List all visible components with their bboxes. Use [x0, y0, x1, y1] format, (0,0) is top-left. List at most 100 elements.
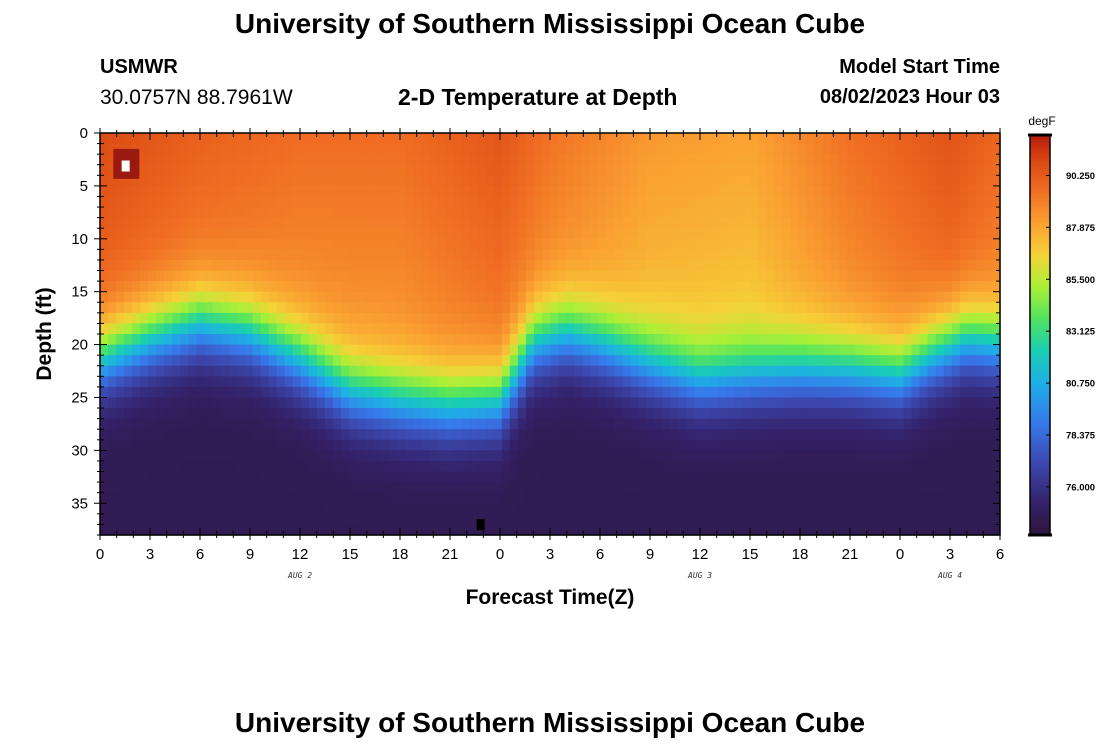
heatmap-cell	[517, 207, 527, 219]
heatmap-cell	[943, 408, 953, 420]
heatmap-cell	[766, 302, 776, 314]
heatmap-cell	[967, 281, 977, 293]
colorbar-segment	[1030, 143, 1050, 146]
heatmap-cell	[975, 492, 985, 504]
heatmap-cell	[823, 344, 832, 356]
heatmap-cell	[903, 418, 913, 430]
heatmap-cell	[381, 471, 390, 483]
heatmap-cell	[164, 471, 173, 483]
heatmap-cell	[413, 291, 423, 303]
heatmap-cell	[100, 439, 109, 451]
heatmap-cell	[686, 185, 696, 198]
heatmap-cell	[349, 207, 358, 219]
heatmap-cell	[678, 482, 688, 494]
heatmap-cell	[445, 439, 455, 451]
heatmap-cell	[260, 334, 270, 346]
heatmap-cell	[260, 386, 270, 399]
heatmap-cell	[389, 207, 398, 219]
heatmap-cell	[100, 365, 109, 377]
heatmap-cell	[260, 270, 270, 282]
heatmap-cell	[775, 524, 784, 536]
heatmap-cell	[630, 524, 639, 536]
heatmap-cell	[357, 492, 366, 504]
heatmap-cell	[485, 334, 495, 346]
heatmap-cell	[116, 482, 125, 494]
heatmap-cell	[485, 312, 495, 325]
heatmap-cell	[839, 143, 848, 155]
heatmap-cell	[373, 376, 382, 388]
heatmap-cell	[630, 259, 639, 272]
heatmap-cell	[525, 175, 535, 187]
heatmap-cell	[188, 238, 198, 250]
heatmap-cell	[598, 397, 607, 409]
heatmap-cell	[300, 334, 310, 346]
heatmap-cell	[533, 513, 543, 526]
heatmap-cell	[983, 513, 993, 526]
heatmap-cell	[766, 312, 776, 325]
heatmap-cell	[365, 450, 374, 462]
heatmap-cell	[742, 376, 752, 388]
heatmap-cell	[807, 513, 816, 526]
heatmap-cell	[726, 238, 736, 250]
heatmap-cell	[726, 460, 736, 473]
heatmap-cell	[871, 355, 881, 367]
heatmap-cell	[951, 418, 961, 430]
heatmap-cell	[983, 450, 993, 462]
heatmap-cell	[783, 207, 792, 219]
heatmap-cell	[831, 312, 840, 325]
heatmap-cell	[638, 418, 648, 430]
colorbar-segment	[1030, 271, 1050, 274]
heatmap-cell	[196, 228, 206, 240]
heatmap-cell	[871, 323, 881, 335]
heatmap-cell	[766, 513, 776, 526]
heatmap-cell	[799, 133, 808, 145]
heatmap-cell	[983, 312, 993, 325]
heatmap-cell	[558, 524, 567, 536]
heatmap-cell	[558, 439, 567, 451]
heatmap-cell	[421, 503, 431, 515]
heatmap-cell	[574, 460, 583, 473]
heatmap-cell	[140, 513, 149, 526]
heatmap-cell	[911, 344, 921, 356]
colorbar-segment	[1030, 195, 1050, 198]
heatmap-cell	[558, 164, 567, 176]
heatmap-cell	[268, 185, 278, 198]
heatmap-cell	[550, 334, 559, 346]
heatmap-cell	[156, 386, 165, 399]
heatmap-cell	[517, 238, 527, 250]
heatmap-cell	[598, 143, 607, 155]
heatmap-cell	[381, 217, 390, 229]
heatmap-cell	[525, 270, 535, 282]
heatmap-cell	[919, 238, 929, 250]
heatmap-cell	[349, 133, 358, 145]
heatmap-cell	[405, 207, 414, 219]
heatmap-cell	[437, 429, 447, 441]
heatmap-cell	[349, 355, 358, 367]
heatmap-cell	[758, 418, 768, 430]
heatmap-cell	[670, 312, 680, 325]
heatmap-cell	[140, 334, 149, 346]
heatmap-cell	[694, 312, 704, 325]
heatmap-cell	[598, 228, 607, 240]
heatmap-cell	[453, 143, 463, 155]
heatmap-cell	[268, 334, 278, 346]
heatmap-cell	[718, 281, 728, 293]
heatmap-cell	[325, 524, 334, 536]
heatmap-cell	[758, 291, 768, 303]
heatmap-cell	[373, 503, 382, 515]
colorbar: 90.25087.87585.50083.12580.75078.37576.0…	[1028, 114, 1096, 537]
heatmap-cell	[204, 164, 214, 176]
heatmap-cell	[100, 513, 109, 526]
heatmap-cell	[863, 154, 873, 166]
colorbar-segment	[1030, 475, 1050, 478]
heatmap-cell	[863, 344, 873, 356]
heatmap-cell	[959, 408, 969, 420]
heatmap-cell	[316, 281, 326, 293]
heatmap-cell	[228, 439, 238, 451]
heatmap-cell	[839, 185, 848, 198]
heatmap-cell	[333, 429, 342, 441]
heatmap-cell	[630, 281, 639, 293]
heatmap-cell	[252, 365, 262, 377]
heatmap-cell	[823, 355, 832, 367]
heatmap-cell	[284, 196, 294, 208]
